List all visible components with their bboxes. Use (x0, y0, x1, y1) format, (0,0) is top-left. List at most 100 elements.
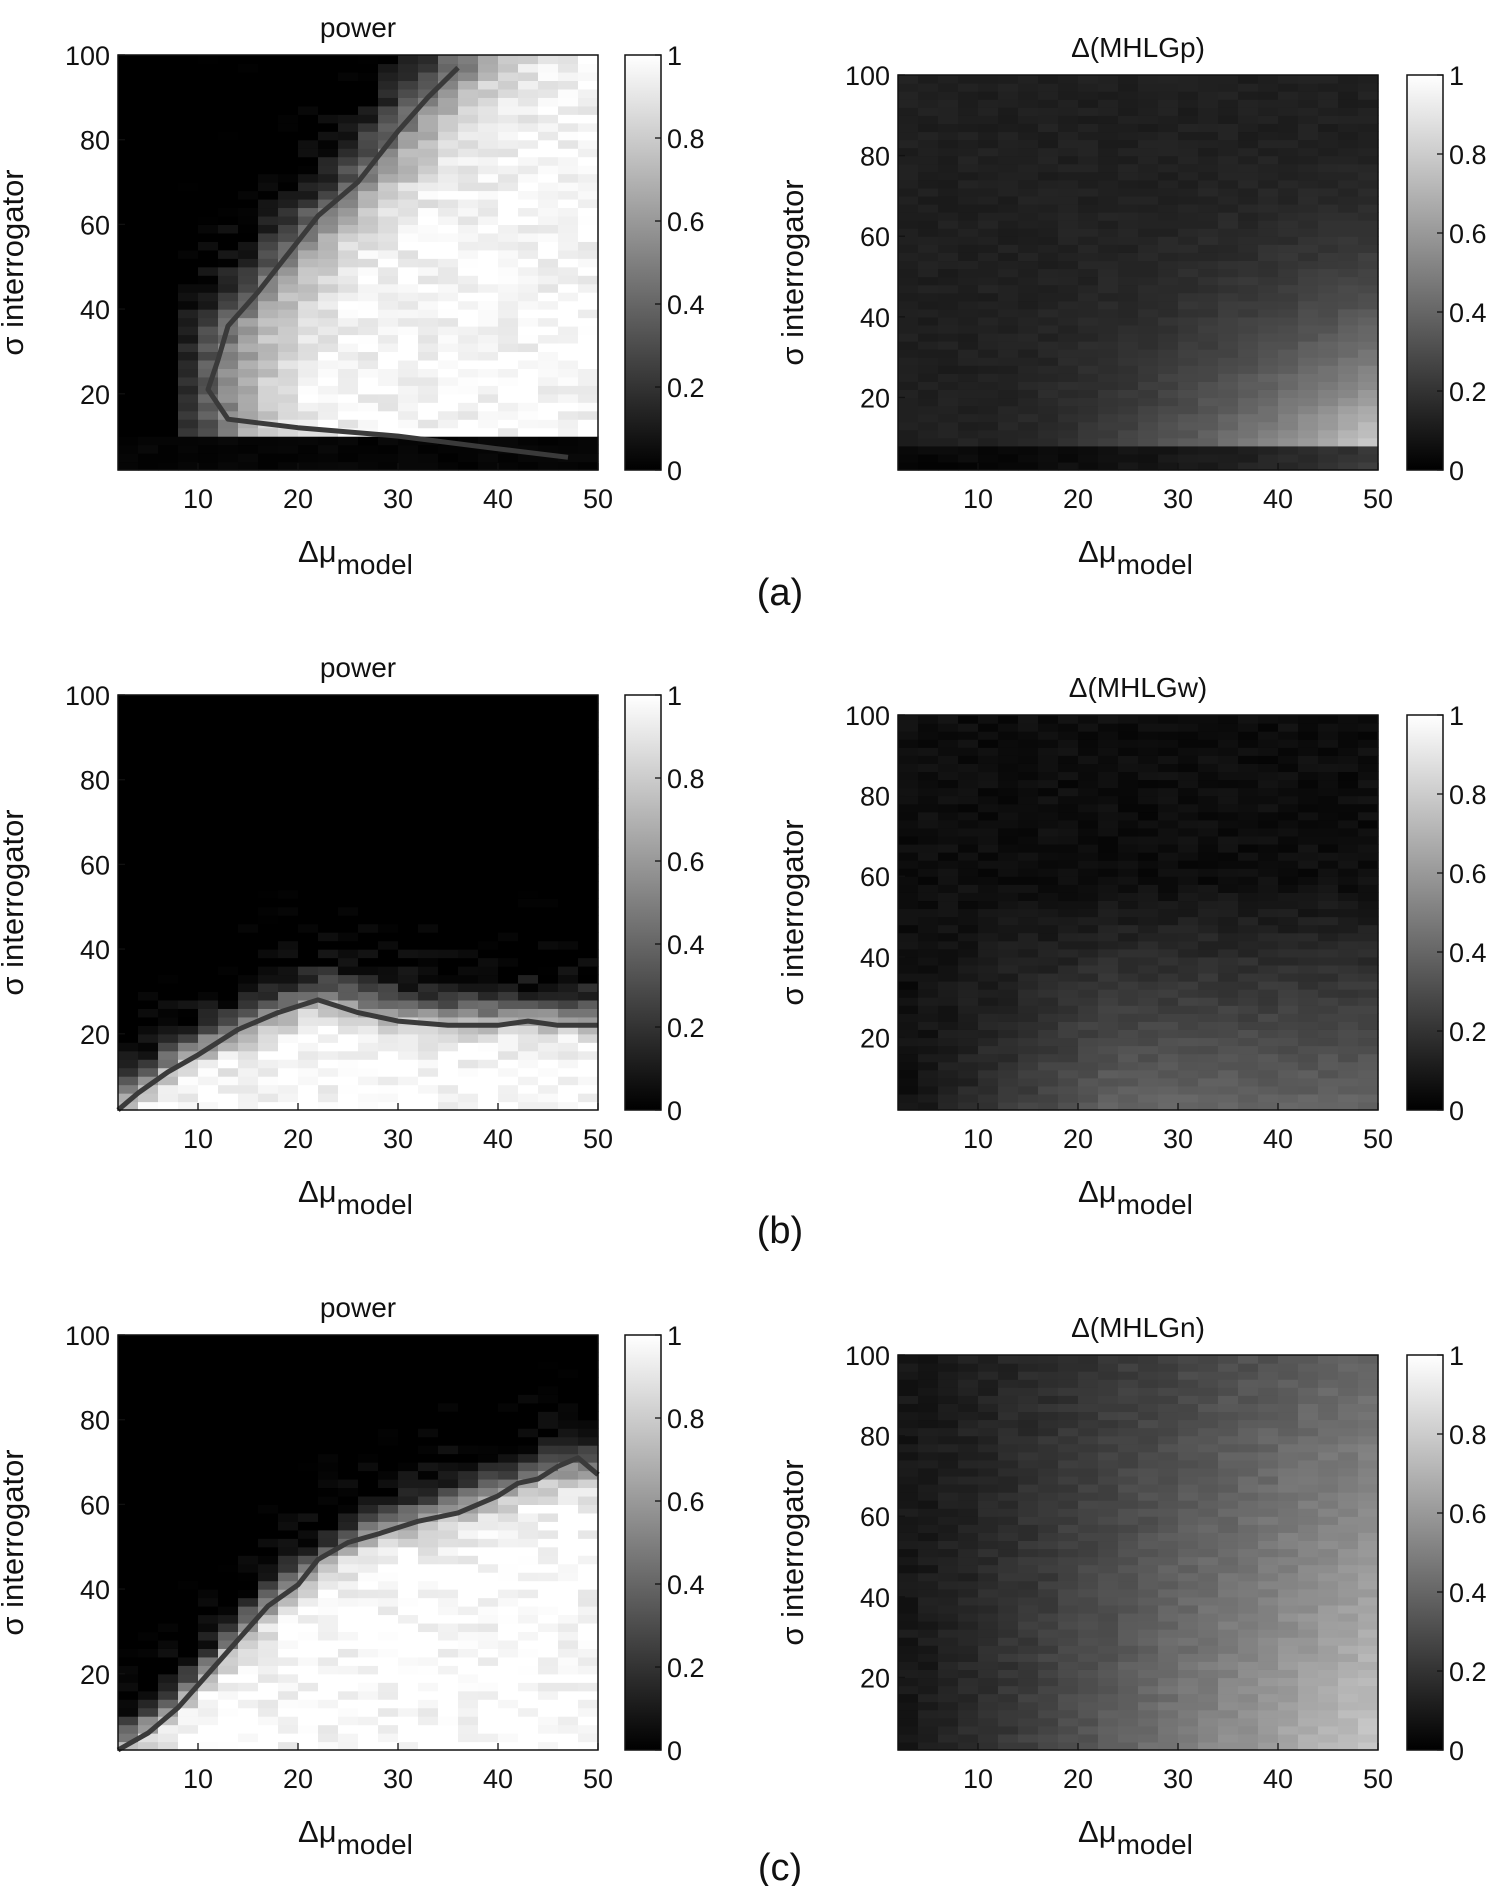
heatmap-cell (998, 1085, 1019, 1095)
heatmap-cell (218, 241, 239, 251)
heatmap-cell (538, 737, 559, 747)
heatmap-cell (1018, 131, 1039, 141)
heatmap-cell (978, 1013, 999, 1022)
heatmap-cell (1098, 1093, 1119, 1103)
heatmap-cell (1358, 940, 1379, 950)
heatmap-cell (278, 444, 299, 454)
heatmap-cell (178, 1101, 199, 1111)
heatmap-cell (1358, 123, 1379, 133)
heatmap-cell (1238, 461, 1259, 471)
heatmap-cell (138, 881, 159, 891)
heatmap-cell (318, 317, 339, 327)
heatmap-cell (498, 762, 519, 772)
heatmap-cell (1358, 835, 1379, 845)
heatmap-cell (138, 114, 159, 124)
heatmap-cell (178, 881, 199, 891)
heatmap-cell (458, 88, 479, 98)
heatmap-cell (1018, 956, 1039, 966)
heatmap-cell (218, 402, 239, 412)
chart-title: Δ(MHLGw) (1069, 672, 1207, 703)
heatmap-cell (538, 1101, 559, 1111)
heatmap-cell (478, 131, 499, 141)
heatmap-cell (1138, 147, 1159, 157)
heatmap-cell (478, 813, 499, 823)
heatmap-cell (1258, 908, 1279, 918)
heatmap-cell (558, 232, 579, 242)
heatmap-cell (1158, 1013, 1179, 1022)
heatmap-cell (498, 754, 519, 764)
heatmap-cell (258, 63, 279, 73)
heatmap-cell (198, 63, 219, 73)
heatmap-cell (478, 847, 499, 857)
heatmap-cell (1358, 163, 1379, 173)
heatmap-cell (1318, 1085, 1339, 1095)
heatmap-cell (1298, 147, 1319, 157)
heatmap-cell (1058, 115, 1079, 124)
heatmap-cell (158, 1512, 179, 1522)
heatmap-cell (1098, 731, 1119, 740)
heatmap-cell (498, 1042, 519, 1052)
heatmap-cell (578, 122, 599, 132)
colorbar-tick-label: 0 (1449, 456, 1464, 486)
heatmap-cell (138, 822, 159, 832)
heatmap-cell (338, 889, 359, 899)
heatmap-cell (1278, 1101, 1299, 1111)
heatmap-cell (1058, 827, 1079, 837)
heatmap-cell (418, 351, 439, 361)
heatmap-cell (318, 198, 339, 209)
heatmap-cell (1318, 381, 1339, 390)
heatmap-cell (1278, 795, 1299, 805)
heatmap-cell (998, 1013, 1019, 1022)
heatmap-cell (1178, 349, 1199, 358)
heatmap-cell (438, 317, 459, 327)
heatmap-cell (1298, 1085, 1319, 1095)
heatmap-cell (1358, 1101, 1379, 1111)
heatmap-cell (918, 292, 939, 302)
heatmap-cell (178, 1076, 199, 1086)
heatmap-cell (1358, 155, 1379, 165)
heatmap-cell (1018, 1021, 1039, 1030)
heatmap-cell (378, 165, 399, 175)
heatmap-cell (1158, 228, 1179, 237)
heatmap-cell (418, 63, 439, 73)
heatmap-cell (978, 349, 999, 358)
heatmap-cell (498, 847, 519, 857)
heatmap-cell (418, 855, 439, 865)
heatmap-cell (478, 326, 499, 336)
heatmap-cell (218, 148, 239, 158)
heatmap-cell (918, 203, 939, 213)
heatmap-cell (1178, 779, 1199, 789)
heatmap-cell (918, 819, 939, 829)
heatmap-cell (1198, 268, 1219, 278)
heatmap-cell (1118, 413, 1139, 423)
heatmap-cell (1178, 948, 1199, 958)
heatmap-cell (1238, 827, 1259, 837)
heatmap-cell (978, 908, 999, 918)
heatmap-cell (458, 419, 479, 429)
heatmap-cell (1238, 437, 1259, 447)
heatmap-cell (998, 220, 1019, 229)
heatmap-cell (1338, 107, 1359, 116)
heatmap-cell (258, 249, 279, 259)
heatmap-cell (478, 999, 499, 1009)
heatmap-cell (1098, 884, 1119, 893)
heatmap-cell (238, 788, 259, 798)
heatmap-cell (958, 1085, 979, 1095)
heatmap-cell (258, 376, 279, 386)
heatmap-cell (1118, 244, 1139, 253)
heatmap-cell (438, 97, 459, 107)
heatmap-cell (958, 413, 979, 423)
heatmap-cell (218, 215, 239, 225)
heatmap-cell (318, 249, 339, 259)
heatmap-cell (178, 368, 199, 378)
heatmap-cell (978, 453, 999, 463)
heatmap-cell (398, 906, 419, 916)
heatmap-cell (978, 228, 999, 237)
heatmap-cell (478, 88, 499, 98)
heatmap-cell (1158, 268, 1179, 278)
heatmap-cell (1238, 381, 1259, 390)
heatmap-cell (938, 763, 959, 773)
heatmap-cell (1038, 989, 1059, 998)
heatmap-cell (1138, 940, 1159, 950)
heatmap-cell (978, 397, 999, 407)
